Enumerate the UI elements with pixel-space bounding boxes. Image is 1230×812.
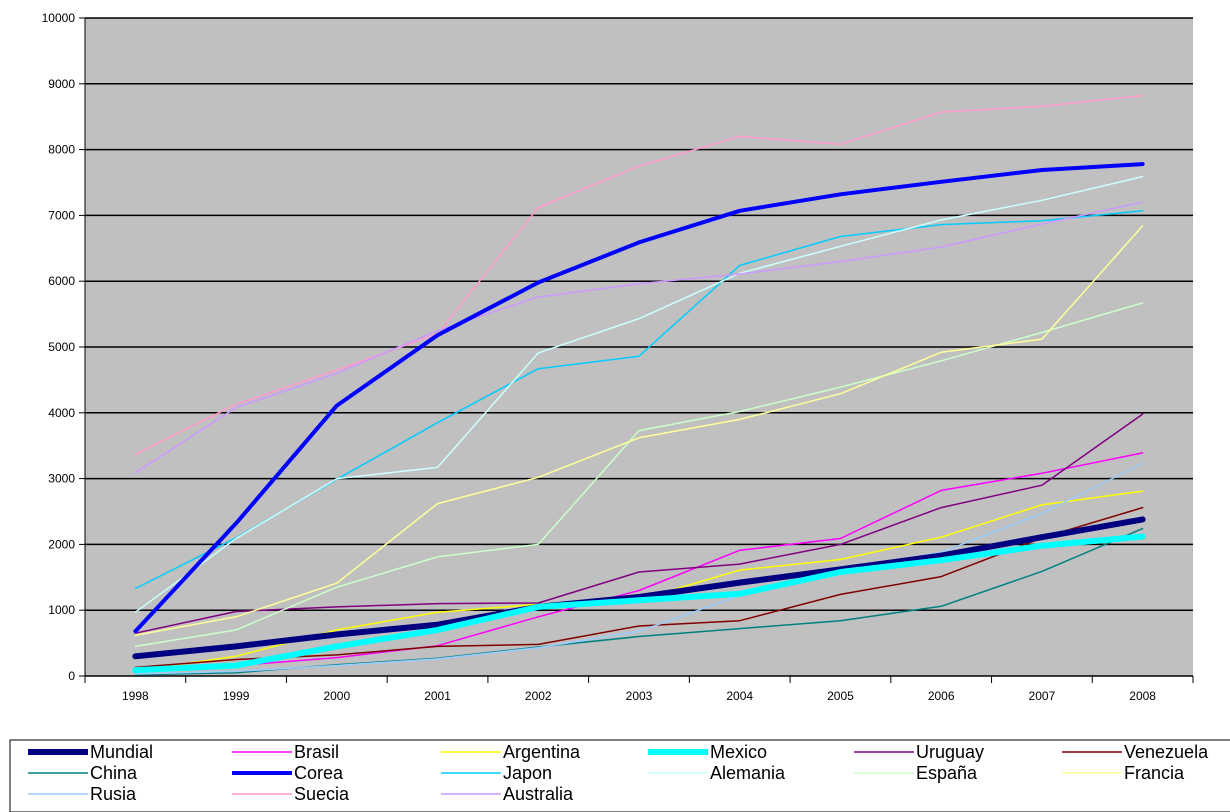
- legend-box: [9, 739, 1230, 812]
- legend-label-rusia: Rusia: [90, 784, 137, 804]
- legend-label-mundial: Mundial: [90, 742, 153, 762]
- y-tick-label: 10000: [42, 11, 76, 25]
- legend-label-uruguay: Uruguay: [916, 742, 984, 762]
- legend-label-japon: Japon: [503, 763, 552, 783]
- y-tick-label: 6000: [48, 274, 75, 288]
- y-tick-label: 8000: [48, 143, 75, 157]
- y-tick-label: 0: [68, 669, 75, 683]
- x-tick-label: 2005: [827, 689, 854, 703]
- series-line-españa: [134, 302, 1144, 648]
- series-line-mundial: [132, 516, 1146, 660]
- series-line-mexico: [132, 533, 1146, 674]
- y-tick-label: 7000: [48, 208, 75, 222]
- legend-label-suecia: Suecia: [294, 784, 350, 804]
- x-tick-label: 2003: [626, 689, 653, 703]
- x-tick-label: 2006: [928, 689, 955, 703]
- y-tick-label: 2000: [48, 537, 75, 551]
- x-tick-label: 1999: [223, 689, 250, 703]
- series-line-francia: [134, 225, 1144, 636]
- axes: 0 1000 2000 3000 4000 5000 6000 7000 8000 9000 100…: [42, 11, 1194, 703]
- series-lines: [132, 94, 1146, 676]
- series-line-suecia: [134, 94, 1144, 456]
- y-tick-label: 9000: [48, 77, 75, 91]
- x-tick-label: 2001: [424, 689, 451, 703]
- legend: Mundial Brasil Argentina Mexico Uruguay Venez…: [9, 739, 1230, 812]
- series-line-venezuela: [134, 506, 1144, 669]
- legend-label-brasil: Brasil: [294, 742, 339, 762]
- legend-label-australia: Australia: [503, 784, 574, 804]
- legend-label-francia: Francia: [1124, 763, 1185, 783]
- x-tick-label: 1998: [122, 689, 149, 703]
- legend-label-españa: España: [916, 763, 978, 783]
- y-tick-label: 3000: [48, 472, 75, 486]
- series-line-rusia: [134, 462, 1144, 675]
- legend-label-china: China: [90, 763, 138, 783]
- legend-label-argentina: Argentina: [503, 742, 581, 762]
- legend-label-venezuela: Venezuela: [1124, 742, 1209, 762]
- grid-lines: [85, 17, 1193, 677]
- y-tick-label: 5000: [48, 340, 75, 354]
- series-line-alemania: [134, 175, 1144, 613]
- x-tick-label: 2008: [1129, 689, 1156, 703]
- series-line-corea: [133, 162, 1145, 634]
- legend-label-alemania: Alemania: [710, 763, 786, 783]
- x-tick-label: 2000: [323, 689, 350, 703]
- x-tick-label: 2002: [525, 689, 552, 703]
- y-tick-label: 1000: [48, 603, 75, 617]
- series-line-uruguay: [134, 413, 1144, 634]
- legend-label-corea: Corea: [294, 763, 344, 783]
- legend-label-mexico: Mexico: [710, 742, 767, 762]
- y-tick-label: 4000: [48, 406, 75, 420]
- series-line-australia: [134, 201, 1144, 474]
- x-tick-label: 2007: [1029, 689, 1056, 703]
- x-tick-label: 2004: [726, 689, 753, 703]
- series-line-brasil: [134, 452, 1144, 669]
